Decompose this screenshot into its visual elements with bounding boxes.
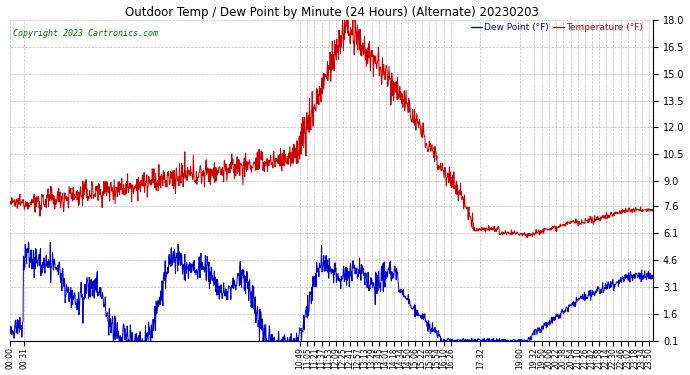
Text: Copyright 2023 Cartronics.com: Copyright 2023 Cartronics.com: [13, 29, 158, 38]
Legend: Dew Point (°F), Temperature (°F): Dew Point (°F), Temperature (°F): [467, 20, 647, 36]
Title: Outdoor Temp / Dew Point by Minute (24 Hours) (Alternate) 20230203: Outdoor Temp / Dew Point by Minute (24 H…: [125, 6, 539, 18]
